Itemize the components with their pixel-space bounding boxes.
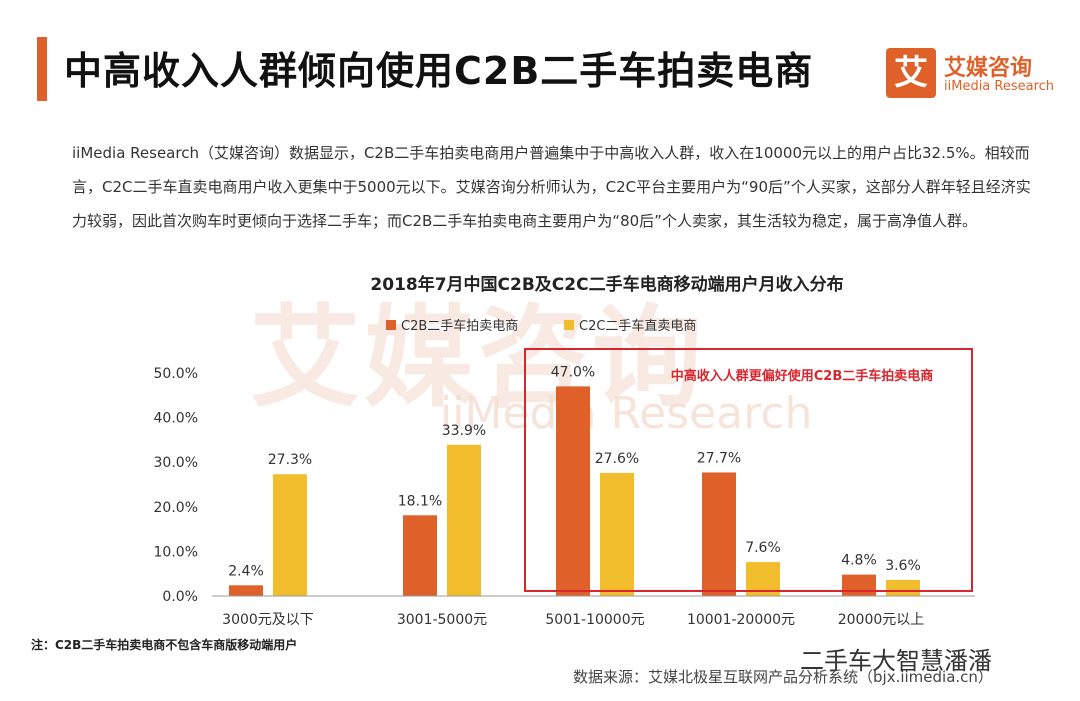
bar-c2b (842, 574, 876, 596)
data-label: 27.6% (595, 451, 639, 467)
y-axis: 0.0% 10.0% 20.0% 30.0% 40.0% 50.0% (154, 366, 198, 605)
watermark-en: iiMedia Research (440, 388, 813, 439)
data-label: 2.4% (228, 563, 264, 579)
data-label: 27.3% (268, 452, 312, 468)
highlight-annotation: 中高收入人群更偏好使用C2B二手车拍卖电商 (671, 368, 934, 384)
bar-c2c (886, 579, 920, 596)
data-label: 33.9% (442, 423, 486, 439)
legend-swatch (564, 320, 574, 330)
y-tick-label: 20.0% (154, 500, 198, 516)
x-tick-label: 10001-20000元 (687, 612, 795, 628)
title-accent-bar (37, 37, 47, 101)
data-label: 27.7% (697, 450, 741, 466)
data-label: 18.1% (398, 493, 442, 509)
bar-c2b (556, 386, 590, 596)
bar-group: 2.4% 18.1% 47.0% 27.7% 4.8% 27.3% 33.9% 27.6% 7.… (228, 364, 921, 596)
wechat-watermark: 二手车大智慧潘潘 (800, 647, 992, 675)
chart-title: 2018年7月中国C2B及C2C二手车电商移动端用户月收入分布 (370, 274, 843, 295)
bar-c2c (447, 444, 481, 596)
chart-footnote: 注：C2B二手车拍卖电商不包含车商版移动端用户 (31, 638, 298, 652)
chart-legend: C2B二手车拍卖电商 C2C二手车直卖电商 (386, 318, 696, 334)
x-tick-label: 5001-10000元 (545, 612, 644, 628)
bar-c2b (403, 515, 437, 596)
y-tick-label: 0.0% (162, 589, 198, 605)
logo-mark: 艾 (886, 48, 936, 98)
bar-c2b (229, 585, 263, 596)
y-tick-label: 50.0% (154, 366, 198, 382)
brand-logo: 艾 艾媒咨询 iiMedia Research (886, 48, 1056, 100)
bar-c2c (273, 474, 307, 596)
data-label: 47.0% (551, 364, 595, 380)
bar-c2b (702, 472, 736, 596)
legend-label: C2B二手车拍卖电商 (401, 318, 518, 334)
logo-text-cn: 艾媒咨询 (944, 56, 1033, 81)
data-source: 数据来源：艾媒北极星互联网产品分析系统（bjx.iimedia.cn） (573, 668, 993, 686)
x-axis: 3000元及以下 3001-5000元 5001-10000元 10001-20000… (212, 595, 975, 628)
x-tick-label: 3001-5000元 (397, 612, 487, 628)
description-paragraph: iiMedia Research（艾媒咨询）数据显示，C2B二手车拍卖电商用户普… (72, 144, 1031, 230)
legend-label: C2C二手车直卖电商 (579, 318, 696, 334)
data-label: 7.6% (745, 540, 781, 556)
y-tick-label: 30.0% (154, 455, 198, 471)
legend-swatch (386, 320, 396, 330)
page-title: 中高收入人群倾向使用C2B二手车拍卖电商 (64, 49, 814, 93)
x-tick-label: 20000元以上 (838, 612, 925, 628)
data-label: 4.8% (841, 553, 877, 569)
income-bar-chart: 2018年7月中国C2B及C2C二手车电商移动端用户月收入分布 C2B二手车拍卖… (154, 274, 975, 628)
y-tick-label: 40.0% (154, 411, 198, 427)
watermark-cn: 艾媒咨询 (250, 294, 706, 422)
highlight-box (524, 348, 973, 592)
x-tick-label: 3000元及以下 (222, 612, 314, 628)
y-tick-label: 10.0% (154, 544, 198, 560)
bar-c2c (600, 472, 634, 596)
data-label: 3.6% (885, 558, 921, 574)
logo-text-en: iiMedia Research (944, 79, 1055, 94)
